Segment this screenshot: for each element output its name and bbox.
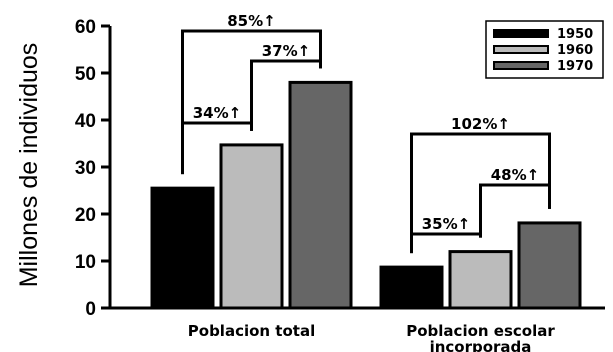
legend-label: 1960 <box>557 43 593 58</box>
annotation-label: 85%↑ <box>227 12 275 30</box>
annotation-bracket <box>410 232 482 254</box>
y-tick-label: 50 <box>75 64 96 85</box>
annotation-label: 48%↑ <box>491 166 539 184</box>
x-category-label: Poblacion escolar <box>406 322 555 340</box>
y-tick-label: 20 <box>75 205 96 226</box>
bar <box>448 250 513 310</box>
y-axis-label: Millones de individuos <box>15 43 43 288</box>
bar <box>517 221 582 310</box>
bar <box>219 143 284 310</box>
bar <box>288 80 353 310</box>
y-tick-label: 0 <box>85 299 96 320</box>
legend-swatch <box>493 29 549 38</box>
y-tick-label: 30 <box>75 158 96 179</box>
legend-label: 1970 <box>557 59 593 74</box>
annotation-label: 34%↑ <box>193 104 241 122</box>
x-category-label: Poblacion total <box>188 322 315 340</box>
annotation-label: 35%↑ <box>422 215 470 233</box>
annotation-label: 37%↑ <box>262 42 310 60</box>
annotation-bracket <box>181 121 253 175</box>
x-category-label: incorporada <box>430 338 532 352</box>
legend-swatch <box>493 61 549 70</box>
y-tick-label: 40 <box>75 111 96 132</box>
y-tick-label: 10 <box>75 252 96 273</box>
bar <box>379 265 444 310</box>
annotation-bracket <box>410 132 551 254</box>
annotation-bracket <box>479 183 551 238</box>
annotation-label: 102%↑ <box>451 115 510 133</box>
y-tick-label: 60 <box>75 17 96 38</box>
annotation-bracket <box>250 59 322 131</box>
legend-label: 1950 <box>557 27 593 42</box>
plot-area: 0 10 20 30 40 50 60 Poblacion total Poblacion es… <box>75 12 605 352</box>
legend-swatch <box>493 45 549 54</box>
bar <box>150 186 215 310</box>
annotation-bracket <box>181 29 322 175</box>
